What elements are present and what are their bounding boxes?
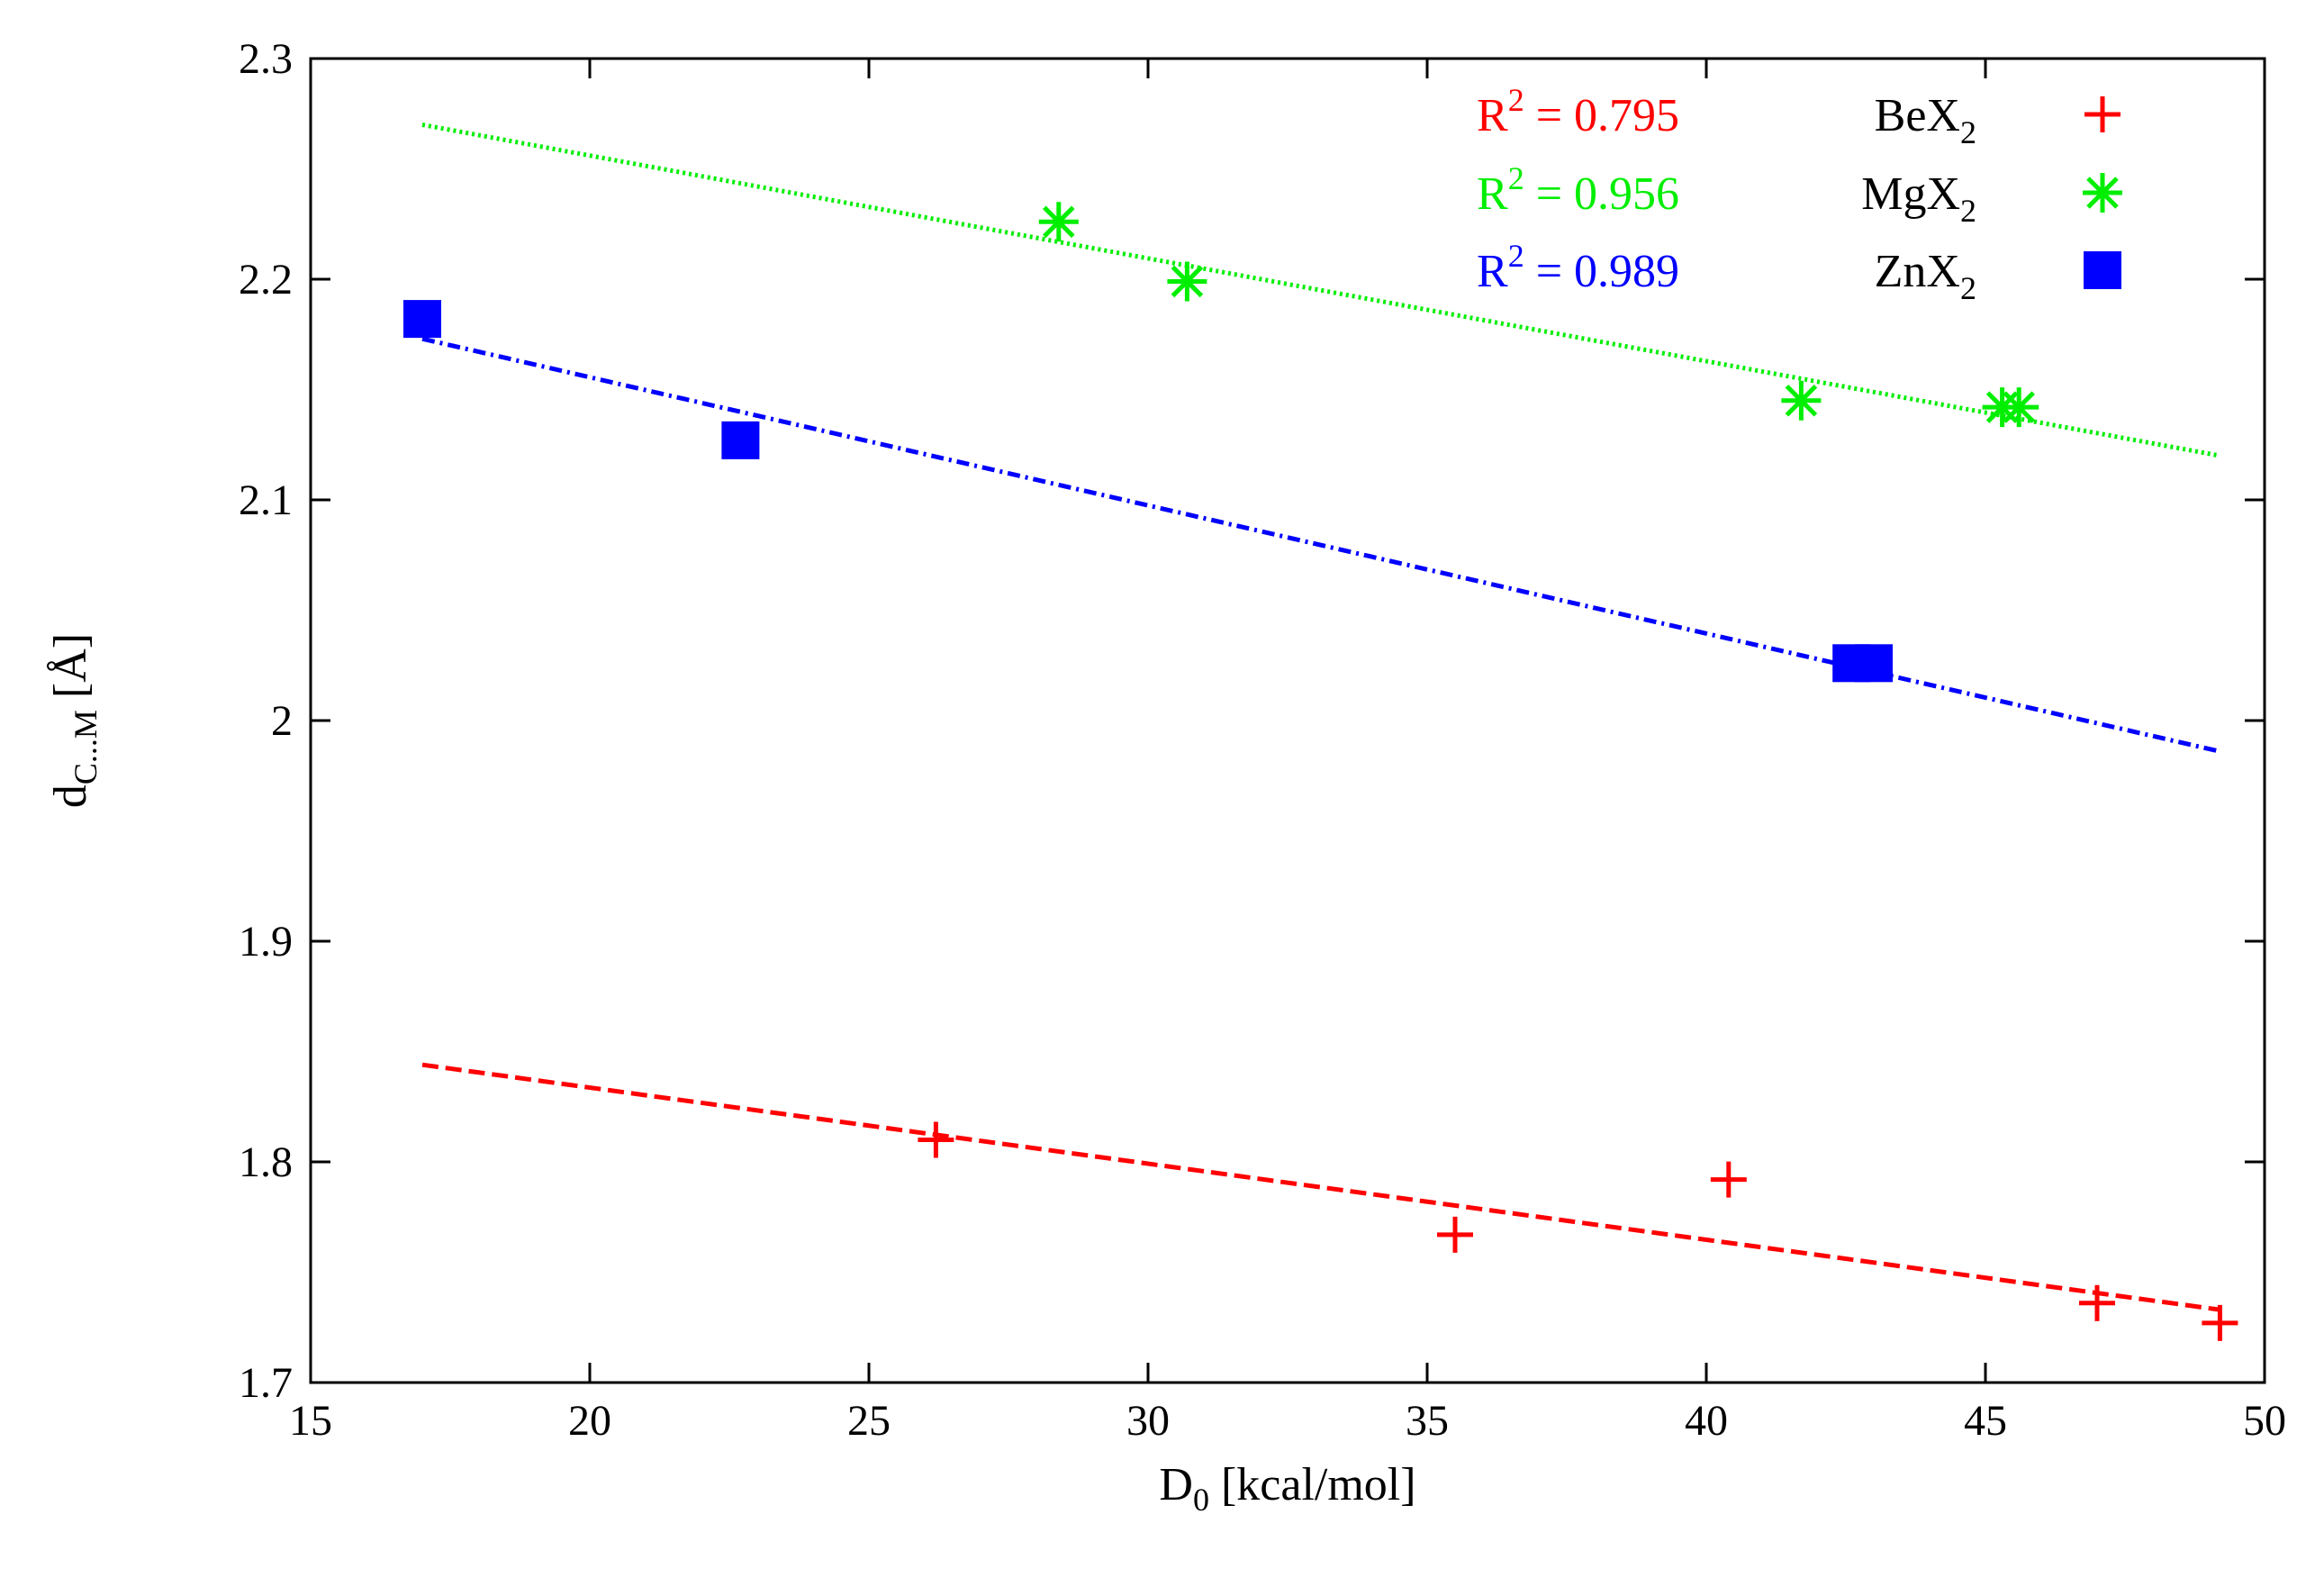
legend-r2-sup: 2	[1508, 82, 1524, 118]
x-axis-title: D0 [kcal/mol]	[1159, 1459, 1415, 1518]
y-tick-label: 1.9	[239, 918, 293, 966]
legend-r2-znx2: R2 = 0.989	[1477, 238, 1679, 297]
legend-r2-label: R	[1477, 246, 1508, 297]
legend-marker-mgx2	[2083, 173, 2122, 213]
data-point-znx2	[1855, 644, 1893, 683]
y-axis-title-main: d	[45, 784, 96, 808]
legend-label-main: BeX	[1875, 90, 1960, 141]
data-point-bex2	[918, 1121, 954, 1158]
data-point-mgx2	[1999, 387, 2039, 428]
fit-lines	[421, 122, 2220, 1312]
data-point-bex2	[2202, 1304, 2238, 1341]
legend-marker-znx2	[2084, 251, 2121, 289]
y-tick-label: 2.2	[239, 256, 293, 304]
data-point-bex2	[2079, 1284, 2115, 1321]
y-tick-label: 2	[271, 697, 293, 745]
data-point-znx2	[721, 421, 760, 459]
y-tick-label: 2.1	[239, 476, 293, 524]
legend-r2-label: R	[1477, 168, 1508, 220]
fit-line-bex2	[421, 1062, 2220, 1312]
legend-label-mgx2: MgX2	[1861, 168, 1976, 229]
legend-label-sub: 2	[1960, 270, 1976, 306]
data-point-mgx2	[1781, 380, 1822, 421]
legend-r2-label: R	[1477, 90, 1508, 141]
x-tick-label: 15	[289, 1397, 332, 1445]
x-axis-title-sub: 0	[1193, 1482, 1209, 1518]
fit-line-mgx2	[421, 122, 2220, 458]
y-axis-title: dC...M [Å]	[45, 633, 104, 808]
legend-r2-sup: 2	[1508, 160, 1524, 196]
legend-r2-sup: 2	[1508, 238, 1524, 274]
legend-r2-mgx2: R2 = 0.956	[1477, 160, 1679, 220]
legend-label-bex2: BeX2	[1875, 90, 1976, 150]
data-point-bex2	[1437, 1216, 1473, 1253]
legend-r2-bex2: R2 = 0.795	[1477, 82, 1679, 141]
x-tick-label: 40	[1685, 1397, 1728, 1445]
x-tick-label: 30	[1126, 1397, 1170, 1445]
x-tick-label: 45	[1964, 1397, 2007, 1445]
legend-label-main: MgX	[1861, 168, 1960, 220]
legend-label-znx2: ZnX2	[1875, 246, 1976, 306]
data-point-mgx2	[1038, 202, 1079, 242]
data-point-bex2	[1710, 1161, 1747, 1198]
fit-line-znx2	[421, 336, 2220, 754]
y-tick-label: 1.8	[239, 1138, 293, 1186]
legend-marker-bex2	[2084, 96, 2121, 132]
legend-label-main: ZnX	[1875, 246, 1960, 297]
legend-r2-value: = 0.956	[1524, 168, 1679, 220]
data-point-znx2	[403, 300, 441, 339]
legend-label-sub: 2	[1960, 114, 1976, 150]
legend-r2-value: = 0.989	[1524, 246, 1679, 297]
x-axis-title-rest: [kcal/mol]	[1209, 1459, 1416, 1510]
x-axis-title-main: D	[1159, 1459, 1193, 1510]
x-tick-label: 20	[568, 1397, 611, 1445]
data-markers	[403, 202, 2238, 1341]
y-axis-title-rest: [Å]	[45, 633, 96, 710]
x-tick-label: 25	[847, 1397, 891, 1445]
y-tick-label: 2.3	[239, 35, 293, 83]
x-tick-label: 35	[1406, 1397, 1449, 1445]
y-tick-label: 1.7	[239, 1359, 293, 1407]
x-tick-label: 50	[2243, 1397, 2286, 1445]
y-axis-title-sub: C...M	[68, 710, 104, 784]
axis-ticks: 15 20 25 30 35 40 45 50 1.7 1.8 1.9 2 2.1 2.2 2.3	[239, 35, 2286, 1445]
data-point-mgx2	[1167, 261, 1207, 302]
legend-label-sub: 2	[1960, 193, 1976, 229]
legend-r2-value: = 0.795	[1524, 90, 1679, 141]
